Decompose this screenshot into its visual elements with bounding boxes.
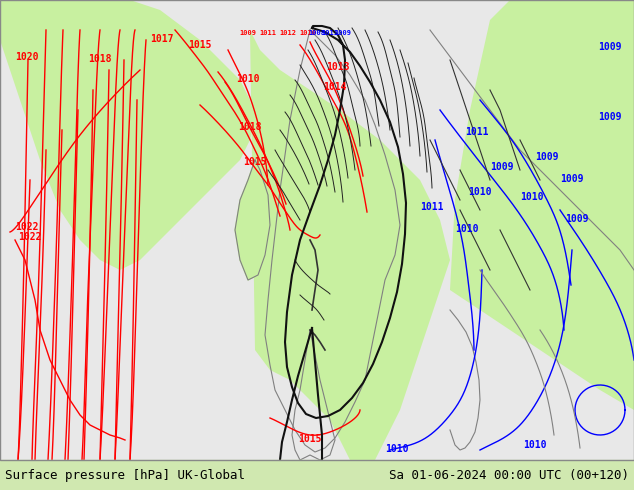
Text: 1010: 1010 — [520, 192, 543, 202]
Text: 1010: 1010 — [236, 74, 260, 84]
Text: 1022: 1022 — [15, 222, 39, 232]
Text: 1017: 1017 — [150, 34, 174, 44]
Text: 1013: 1013 — [327, 62, 350, 72]
Text: 1010: 1010 — [468, 187, 491, 197]
Text: 1011: 1011 — [321, 30, 339, 36]
Text: 1011: 1011 — [420, 202, 444, 212]
Text: 1010: 1010 — [385, 444, 409, 454]
Text: 1014: 1014 — [323, 82, 347, 92]
Text: 1015: 1015 — [188, 40, 212, 50]
Text: 1009: 1009 — [598, 112, 621, 122]
Text: 1010: 1010 — [299, 30, 316, 36]
Text: 1015: 1015 — [243, 157, 267, 167]
Text: 1010: 1010 — [455, 224, 479, 234]
Polygon shape — [0, 0, 255, 270]
Text: 1010: 1010 — [523, 440, 547, 450]
Text: 1022: 1022 — [18, 232, 41, 242]
Polygon shape — [235, 160, 270, 280]
Polygon shape — [0, 0, 634, 460]
Polygon shape — [450, 0, 634, 410]
Text: Sa 01-06-2024 00:00 UTC (00+120): Sa 01-06-2024 00:00 UTC (00+120) — [389, 468, 629, 482]
Text: 1012: 1012 — [280, 30, 297, 36]
Text: 1018: 1018 — [88, 54, 112, 64]
Text: 1009: 1009 — [560, 174, 583, 184]
Text: 1020: 1020 — [15, 52, 39, 62]
Polygon shape — [0, 460, 634, 490]
Text: 1009: 1009 — [565, 214, 588, 224]
Text: 1011: 1011 — [465, 127, 489, 137]
Text: 1018: 1018 — [238, 122, 262, 132]
Text: 1009: 1009 — [240, 30, 257, 36]
Text: 1009: 1009 — [598, 42, 621, 52]
Text: 1011: 1011 — [259, 30, 276, 36]
Polygon shape — [250, 30, 450, 480]
Text: Surface pressure [hPa] UK-Global: Surface pressure [hPa] UK-Global — [5, 468, 245, 482]
Text: 1009: 1009 — [535, 152, 559, 162]
Text: 1009: 1009 — [490, 162, 514, 172]
Text: 1008: 1008 — [309, 30, 325, 36]
Text: 1009: 1009 — [335, 30, 351, 36]
Text: 1015: 1015 — [298, 434, 321, 444]
